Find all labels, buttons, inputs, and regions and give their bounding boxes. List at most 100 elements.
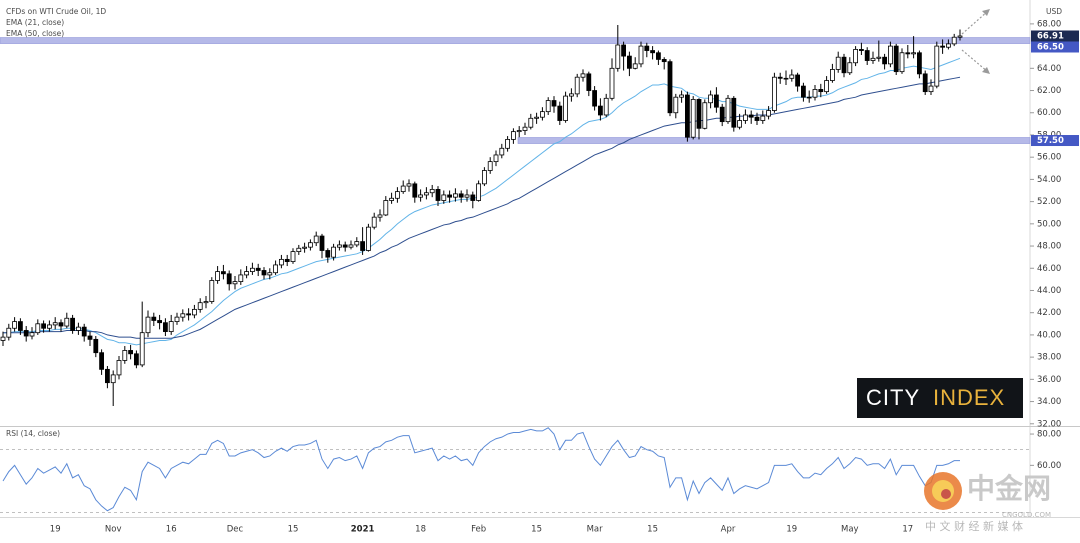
candle-body: [302, 246, 308, 249]
candle-body: [905, 52, 911, 55]
x-tick-label: 16: [166, 525, 177, 535]
x-tick-label: Mar: [587, 525, 604, 535]
candle-body: [325, 250, 331, 258]
y-tick-label: 46.00: [1037, 264, 1061, 274]
candle-body: [348, 244, 354, 248]
last-price-label: 66.91: [1037, 31, 1064, 41]
candle-body: [569, 93, 574, 97]
level-label-box: [1031, 41, 1079, 53]
candle-body: [661, 59, 667, 63]
candle-body: [946, 43, 951, 48]
candle-body: [934, 45, 940, 87]
candle-body: [336, 244, 342, 248]
candle-body: [957, 35, 963, 38]
candle-body: [232, 281, 238, 285]
lines-layer: [0, 57, 1030, 513]
y-tick-label: 38.00: [1037, 353, 1061, 363]
candle-body: [864, 50, 870, 61]
candle-body: [226, 273, 232, 285]
candle-body: [812, 89, 818, 98]
candle-body: [105, 368, 110, 384]
candle-body: [17, 321, 23, 331]
candle-body: [209, 280, 215, 302]
candle-body: [835, 56, 841, 70]
candle-body: [516, 130, 522, 133]
level-label: 66.50: [1037, 42, 1064, 52]
candle-body: [806, 96, 812, 99]
candle-body: [598, 105, 603, 116]
legend-entry: EMA (50, close): [6, 29, 64, 38]
candle-body: [290, 251, 296, 262]
ema-line: [3, 57, 961, 346]
candle-body: [128, 350, 134, 355]
unit-label: USD: [1046, 7, 1062, 16]
rsi-tick-label: 60.00: [1037, 461, 1061, 471]
y-tick-label: 48.00: [1037, 242, 1061, 252]
chart-title: CFDs on WTI Crude Oil, 1D: [6, 7, 106, 16]
candle-body: [708, 94, 713, 104]
candle-body: [447, 194, 453, 198]
candles-layer: [0, 24, 963, 407]
candle-body: [389, 197, 395, 201]
candle-body: [847, 62, 853, 74]
candle-body: [406, 183, 412, 187]
candle-body: [35, 323, 41, 334]
y-tick-label: 32.00: [1037, 419, 1061, 429]
arrowhead: [982, 67, 990, 74]
arrow-down: [961, 49, 989, 73]
logo-text: CITY: [866, 385, 920, 410]
candle-body: [162, 322, 168, 332]
candle-body: [574, 76, 580, 95]
candle-body: [888, 45, 893, 65]
watermark-brand: 中金网: [967, 472, 1051, 505]
candle-body: [203, 301, 209, 304]
candle-body: [911, 52, 916, 55]
y-tick-label: 62.00: [1037, 86, 1061, 96]
candle-body: [748, 114, 754, 118]
candle-body: [197, 302, 203, 310]
candle-body: [493, 154, 499, 163]
candle-body: [632, 63, 638, 69]
x-tick-label: 15: [647, 525, 658, 535]
candle-body: [481, 170, 487, 185]
candle-body: [342, 244, 348, 248]
rsi-title: RSI (14, close): [6, 429, 60, 438]
candle-body: [917, 52, 922, 75]
candle-body: [737, 120, 742, 128]
candle-body: [801, 85, 806, 98]
candle-body: [766, 110, 771, 117]
candle-body: [510, 131, 516, 140]
candle-body: [307, 242, 313, 248]
candle-body: [899, 52, 905, 73]
candle-body: [777, 76, 783, 79]
x-tick-label: May: [841, 525, 859, 535]
candle-body: [690, 99, 696, 138]
candle-body: [278, 258, 284, 266]
candle-body: [122, 350, 128, 361]
candle-body: [139, 332, 145, 366]
x-tick-label: 18: [415, 525, 426, 535]
watermark-icon: [941, 489, 951, 499]
x-tick-label: Dec: [227, 525, 244, 535]
level-label: 57.50: [1037, 136, 1064, 146]
candle-body: [180, 313, 186, 318]
candle-body: [186, 313, 192, 316]
candle-body: [615, 44, 621, 69]
candle-body: [99, 352, 104, 370]
candle-body: [47, 324, 52, 329]
candle-body: [650, 50, 655, 54]
last-price-box: [1031, 30, 1079, 42]
candle-body: [743, 114, 748, 121]
candle-body: [922, 73, 928, 93]
candle-body: [470, 194, 476, 201]
candle-body: [220, 271, 226, 275]
candle-body: [627, 55, 632, 69]
candle-body: [789, 74, 795, 79]
x-tick-label: 2021: [351, 525, 375, 535]
y-tick-label: 60.00: [1037, 108, 1061, 118]
candle-body: [540, 111, 545, 118]
y-tick-label: 44.00: [1037, 286, 1061, 296]
candle-body: [394, 191, 400, 199]
candle-body: [255, 267, 261, 271]
